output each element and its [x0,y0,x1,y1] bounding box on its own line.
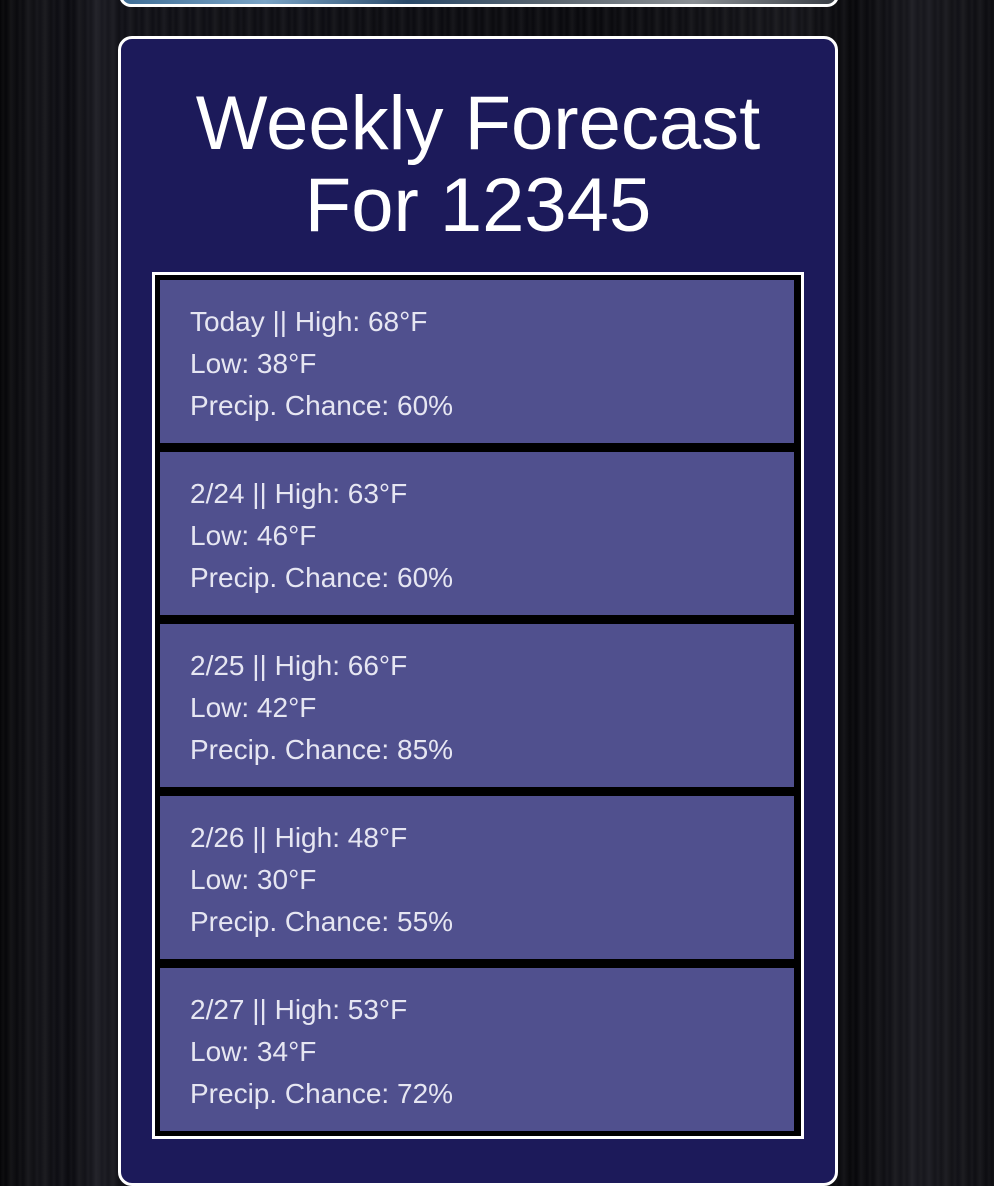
forecast-day-item: 2/24 || High: 63°F Low: 46°F Precip. Cha… [159,451,795,616]
day-low: Low: 34°F [190,1036,317,1067]
day-low: Low: 30°F [190,864,317,895]
day-precip: Precip. Chance: 72% [190,1078,454,1109]
day-high: 2/27 || High: 53°F [190,994,408,1025]
day-precip: Precip. Chance: 55% [190,906,454,937]
day-high: 2/24 || High: 63°F [190,478,408,509]
day-precip: Precip. Chance: 85% [190,734,454,765]
forecast-title: Weekly Forecast For 12345 [121,83,835,247]
forecast-day-item: 2/25 || High: 66°F Low: 42°F Precip. Cha… [159,623,795,788]
day-high: 2/25 || High: 66°F [190,650,408,681]
day-low: Low: 42°F [190,692,317,723]
forecast-title-line-2: For 12345 [304,163,652,248]
day-low: Low: 38°F [190,348,317,379]
day-precip: Precip. Chance: 60% [190,390,454,421]
day-low: Low: 46°F [190,520,317,551]
day-precip: Precip. Chance: 60% [190,562,454,593]
day-high: 2/26 || High: 48°F [190,822,408,853]
forecast-list: Today || High: 68°F Low: 38°F Precip. Ch… [152,272,804,1139]
forecast-day-item: Today || High: 68°F Low: 38°F Precip. Ch… [159,279,795,444]
forecast-day-item: 2/27 || High: 53°F Low: 34°F Precip. Cha… [159,967,795,1132]
forecast-day-item: 2/26 || High: 48°F Low: 30°F Precip. Cha… [159,795,795,960]
weekly-forecast-card: Weekly Forecast For 12345 Today || High:… [118,36,838,1186]
forecast-title-line-1: Weekly Forecast [195,81,761,166]
day-high: Today || High: 68°F [190,306,428,337]
previous-card-image [119,0,839,7]
